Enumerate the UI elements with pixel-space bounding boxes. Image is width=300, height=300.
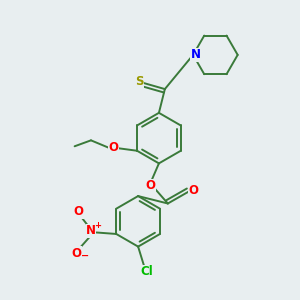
Text: O: O	[189, 184, 199, 196]
Text: S: S	[135, 75, 144, 88]
Text: +: +	[94, 221, 101, 230]
Text: N: N	[86, 224, 96, 238]
Text: O: O	[73, 205, 83, 218]
Text: O: O	[72, 247, 82, 260]
Text: −: −	[81, 251, 89, 261]
Text: N: N	[191, 48, 201, 62]
Text: O: O	[145, 179, 155, 192]
Text: Cl: Cl	[141, 266, 153, 278]
Text: O: O	[108, 141, 118, 154]
